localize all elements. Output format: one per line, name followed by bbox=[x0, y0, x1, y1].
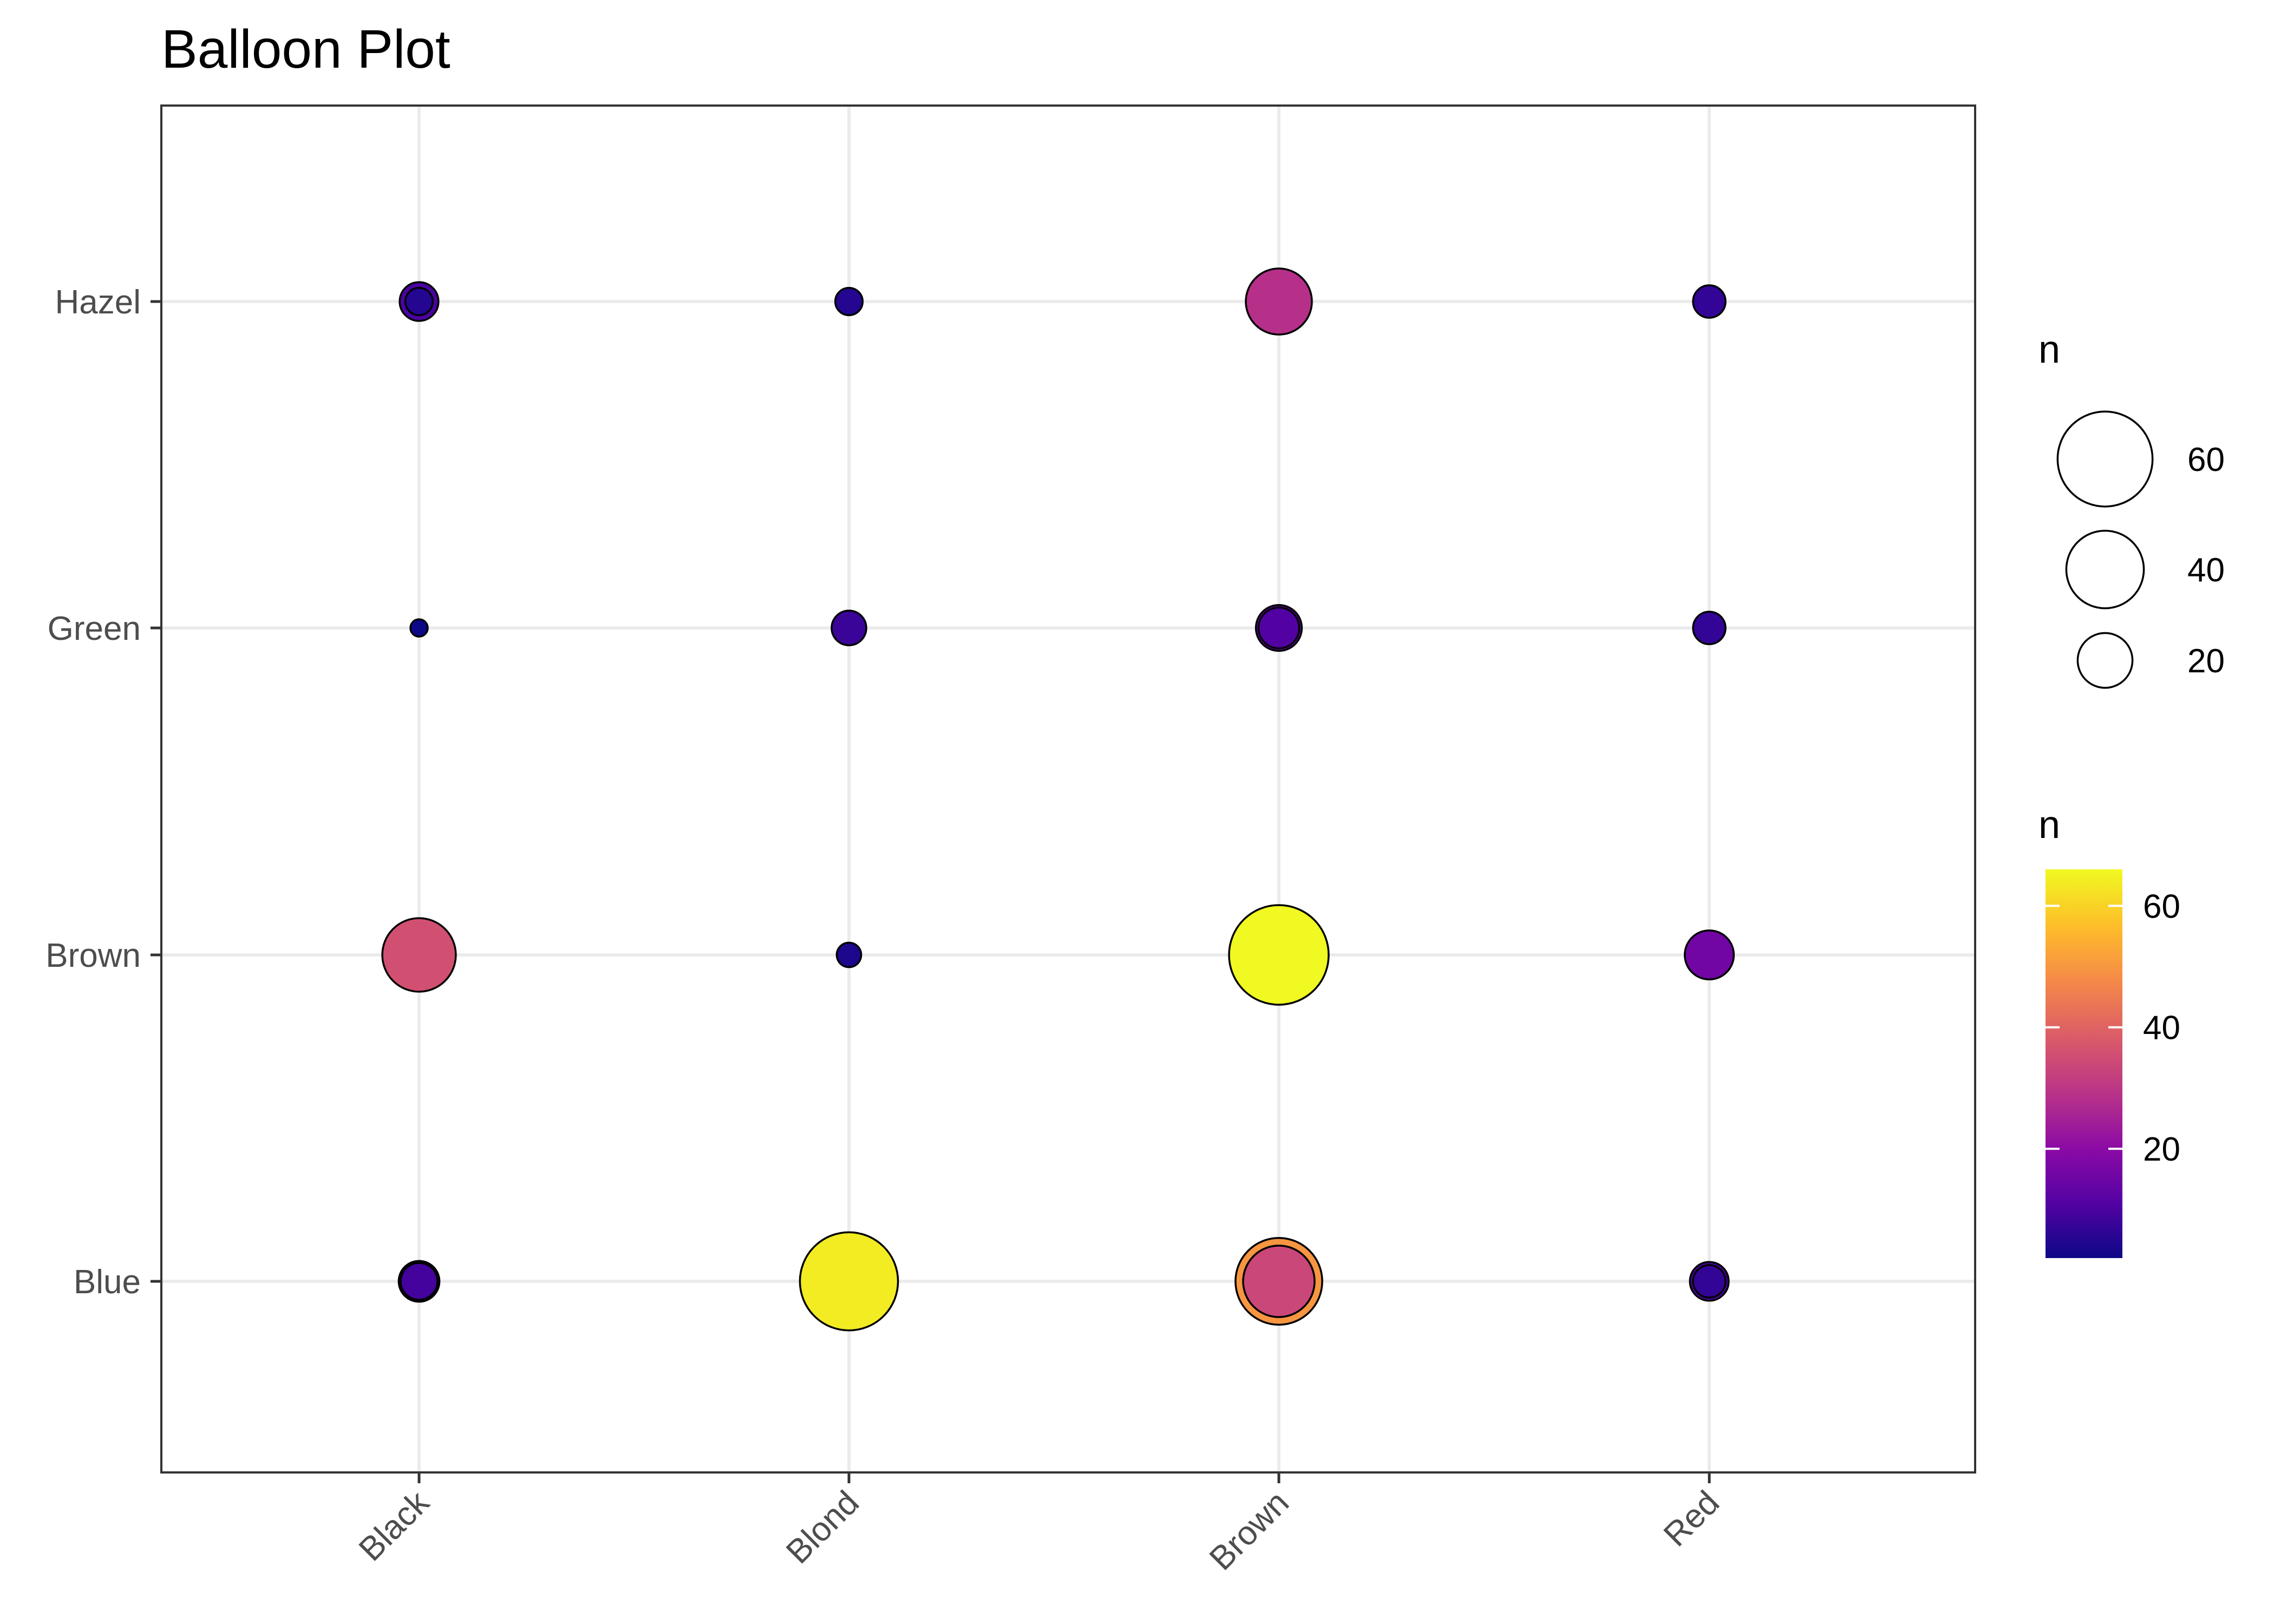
x-tick-label: Blond bbox=[779, 1484, 866, 1571]
y-tick-label: Brown bbox=[45, 937, 141, 974]
y-tick-label: Green bbox=[48, 610, 141, 647]
x-tick-label: Red bbox=[1657, 1484, 1727, 1554]
data-point bbox=[1692, 284, 1727, 319]
data-point bbox=[834, 286, 864, 317]
size-legend-label: 40 bbox=[2187, 552, 2225, 589]
size-legend-key bbox=[2065, 529, 2145, 610]
y-tick-label: Hazel bbox=[55, 284, 141, 321]
chart-title: Balloon Plot bbox=[161, 19, 450, 80]
data-point bbox=[1692, 611, 1727, 645]
color-legend: n 20 40 60 bbox=[2038, 803, 2180, 1258]
data-point bbox=[1257, 606, 1301, 650]
data-point bbox=[835, 941, 862, 968]
data-point bbox=[1692, 1264, 1727, 1299]
color-legend-title: n bbox=[2038, 803, 2060, 847]
colorbar-label: 60 bbox=[2143, 888, 2180, 925]
size-legend-label: 20 bbox=[2187, 643, 2225, 680]
y-axis: Blue Brown Green Hazel bbox=[45, 284, 161, 1301]
size-legend-label: 60 bbox=[2187, 441, 2225, 479]
data-point bbox=[799, 1231, 899, 1332]
size-legend-title: n bbox=[2038, 328, 2060, 371]
panel-border bbox=[160, 104, 1976, 1474]
colorbar-label: 20 bbox=[2143, 1131, 2180, 1168]
y-tick-label: Blue bbox=[74, 1263, 141, 1301]
x-tick-label: Black bbox=[352, 1483, 437, 1568]
data-point bbox=[1683, 929, 1735, 981]
colorbar-label: 40 bbox=[2143, 1010, 2180, 1047]
data-point bbox=[409, 618, 429, 638]
data-point bbox=[404, 286, 434, 317]
data-point bbox=[1242, 1245, 1316, 1318]
data-point bbox=[400, 1262, 439, 1301]
size-legend: n 60 40 20 bbox=[2038, 328, 2225, 689]
data-point bbox=[1245, 267, 1313, 336]
data-point bbox=[1228, 904, 1330, 1006]
data-point bbox=[831, 610, 867, 646]
data-points bbox=[381, 267, 1735, 1332]
x-tick-label: Brown bbox=[1203, 1484, 1296, 1577]
colorbar bbox=[2046, 869, 2122, 1258]
size-legend-key bbox=[2056, 410, 2154, 508]
size-legend-key bbox=[2076, 632, 2134, 689]
data-point bbox=[381, 917, 457, 993]
x-axis: Black Blond Brown Red bbox=[352, 1472, 1727, 1577]
